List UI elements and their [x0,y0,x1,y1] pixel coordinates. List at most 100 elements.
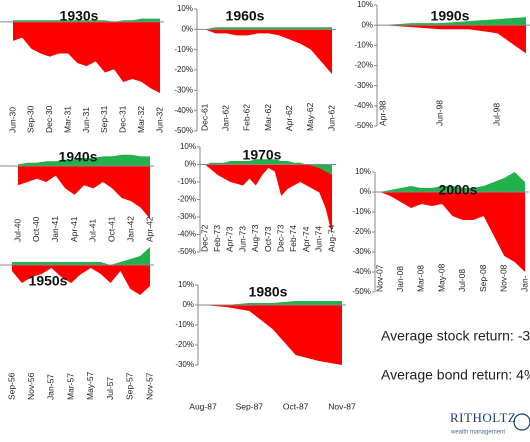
stock-area [203,305,342,365]
x-tick-label: Nov-56 [26,372,36,400]
y-tick-label: -20% [352,227,371,236]
y-tick-label: -30% [354,81,373,90]
panel: Jul-40 Oct-40 Jan-41 Apr-41 Jul-41 Oct-41 Jan-… [0,149,154,242]
stock-area [18,166,150,219]
x-tick-label: Nov-08 [499,264,509,292]
x-tick-label: Sep-57 [125,372,135,400]
y-tick-label: -40% [354,101,373,110]
x-tick-label: Apr-98 [377,100,387,126]
stock-area [380,192,525,272]
y-tick-label: -50% [352,287,371,296]
x-tick-label: Nov-57 [144,372,154,400]
x-tick-label: Aug-87 [189,401,217,411]
y-tick-label: -50% [354,121,373,130]
x-tick-label: Apr-42 [144,216,154,242]
chart-title: 1950s [29,273,68,289]
chart-title: 1970s [243,147,282,163]
panel: 10% 0% -10% -20% -30% -40% -50% Apr-98 Jun-98 Jul… [354,0,530,130]
bond-area [205,27,332,30]
y-tick-label: 0% [359,187,371,196]
logo-icon [513,413,530,431]
x-tick-label: Jan-62 [220,105,230,131]
bond-note: Average bond return: 4% [381,367,530,383]
y-tick-label: -30% [174,85,193,94]
y-tick-label: -40% [352,267,371,276]
stock-area [12,265,150,295]
stock-area [205,29,332,75]
bond-area [13,18,160,22]
y-tick-label: 0% [361,20,373,29]
x-tick-label: May-08 [436,263,446,292]
x-tick-label: Aug-73 [250,224,260,252]
y-tick-label: -20% [175,340,194,349]
x-tick-label: Dec-30 [44,105,54,133]
logo-tagline: wealth management [450,430,505,436]
x-tick-label: Dec-73 [275,224,285,252]
x-tick-label: Oct-41 [107,216,117,242]
y-tick-label: -30% [177,212,196,221]
x-tick-label: Nov-87 [328,401,356,411]
stock-area [205,164,332,235]
x-tick-label: Oct-87 [283,401,309,411]
x-tick-label: Aug-74 [326,224,336,252]
y-tick-label: -50% [177,247,196,256]
x-tick-label: Mar-62 [263,104,273,131]
x-tick-label: Jul-40 [12,219,22,242]
x-tick-label: May-57 [85,371,95,400]
chart-title: 1930s [60,8,99,24]
x-tick-label: Jul-08 [457,269,467,292]
x-tick-label: Feb-73 [212,225,222,252]
panel: 10%0%-10%-20%-30%-40%-50% Dec-72 Feb-73 Apr… [177,142,336,256]
x-tick-label: Jun-31 [81,107,91,133]
x-tick-label: Jul-98 [492,103,502,126]
bond-area [383,17,526,26]
x-tick-label: Feb-74 [288,225,298,252]
x-tick-label: Mar-57 [65,373,75,400]
y-tick-label: -10% [352,207,371,216]
x-tick-label: Jun-98 [434,100,444,126]
chart-title: 1980s [249,284,288,300]
bond-area [203,301,342,305]
x-tick-label: Mar-08 [416,265,426,292]
x-tick-label: Dec-61 [199,103,209,131]
x-tick-label: Oct-73 [263,226,273,252]
x-tick-label: Sep-31 [99,105,109,133]
x-tick-label: Jul-41 [88,219,98,242]
panel: 10% 0% -10% -20% -30% -40% -50% Dec-61 Jan-62 Feb… [174,4,336,135]
y-tick-label: -10% [175,320,194,329]
bond-area [18,154,150,166]
y-tick-label: 10% [355,167,371,176]
y-tick-label: -40% [174,106,193,115]
bond-area [380,172,525,192]
chart-title: 1940s [59,149,98,165]
x-tick-label: Sep-08 [478,264,488,292]
x-tick-label: Jan-41 [50,216,60,242]
y-tick-label: 0% [182,300,194,309]
x-tick-label: Nov-07 [374,264,384,292]
panel: Jun-30 Sep-30 Dec-30 Mar-31 Jun-31 Sep-31 Dec-… [0,8,164,133]
y-tick-label: 10% [178,280,194,289]
x-tick-label: Dec-31 [118,105,128,133]
x-tick-label: Dec-72 [199,224,209,252]
stock-area [13,21,160,94]
x-tick-label: Jan-42 [125,216,135,242]
y-tick-label: -20% [354,61,373,70]
stock-area [383,25,526,54]
x-tick-label: Apr-62 [284,105,294,131]
y-tick-label: -10% [177,177,196,186]
x-tick-label: Jan- [519,275,529,292]
y-tick-label: 10% [177,4,193,13]
panel: Sep-56 Nov-56 Jan-57 Mar-57 May-57 Jul-57 Sep-… [0,247,154,400]
x-tick-label: Jul-57 [105,377,115,400]
y-tick-label: -10% [354,40,373,49]
x-tick-label: Sep-56 [6,372,16,400]
x-tick-label: Jun-73 [237,226,247,252]
panel: 10% 0% -10% -20% -30% Aug-87 Sep-87 Oct-87 Nov-8… [175,280,356,411]
y-tick-label: -10% [174,45,193,54]
x-tick-label: Apr-41 [69,216,79,242]
y-tick-label: -20% [177,195,196,204]
stock-note: Average stock return: -37 [381,328,530,344]
x-tick-label: Jun-74 [314,226,324,252]
x-tick-label: Mar-32 [136,106,146,133]
